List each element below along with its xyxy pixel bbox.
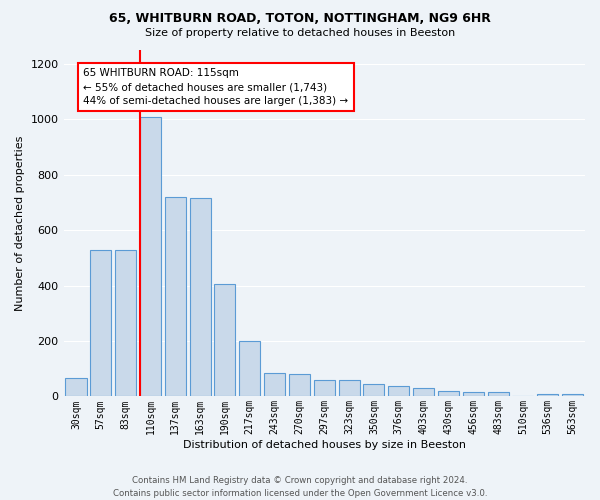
Bar [388,386,409,396]
Bar [165,197,186,396]
Bar [338,380,359,396]
Bar [214,284,235,397]
Text: 65 WHITBURN ROAD: 115sqm
← 55% of detached houses are smaller (1,743)
44% of sem: 65 WHITBURN ROAD: 115sqm ← 55% of detach… [83,68,349,106]
Bar [90,250,112,396]
Bar [413,388,434,396]
X-axis label: Distribution of detached houses by size in Beeston: Distribution of detached houses by size … [183,440,466,450]
Bar [115,250,136,396]
Bar [239,341,260,396]
Bar [438,392,459,396]
Bar [537,394,559,396]
Y-axis label: Number of detached properties: Number of detached properties [15,136,25,311]
Bar [463,392,484,396]
Bar [289,374,310,396]
Bar [562,394,583,396]
Bar [65,378,86,396]
Text: Size of property relative to detached houses in Beeston: Size of property relative to detached ho… [145,28,455,38]
Bar [264,373,285,396]
Bar [190,198,211,396]
Bar [140,116,161,396]
Text: 65, WHITBURN ROAD, TOTON, NOTTINGHAM, NG9 6HR: 65, WHITBURN ROAD, TOTON, NOTTINGHAM, NG… [109,12,491,26]
Bar [314,380,335,396]
Text: Contains HM Land Registry data © Crown copyright and database right 2024.
Contai: Contains HM Land Registry data © Crown c… [113,476,487,498]
Bar [364,384,385,396]
Bar [488,392,509,396]
